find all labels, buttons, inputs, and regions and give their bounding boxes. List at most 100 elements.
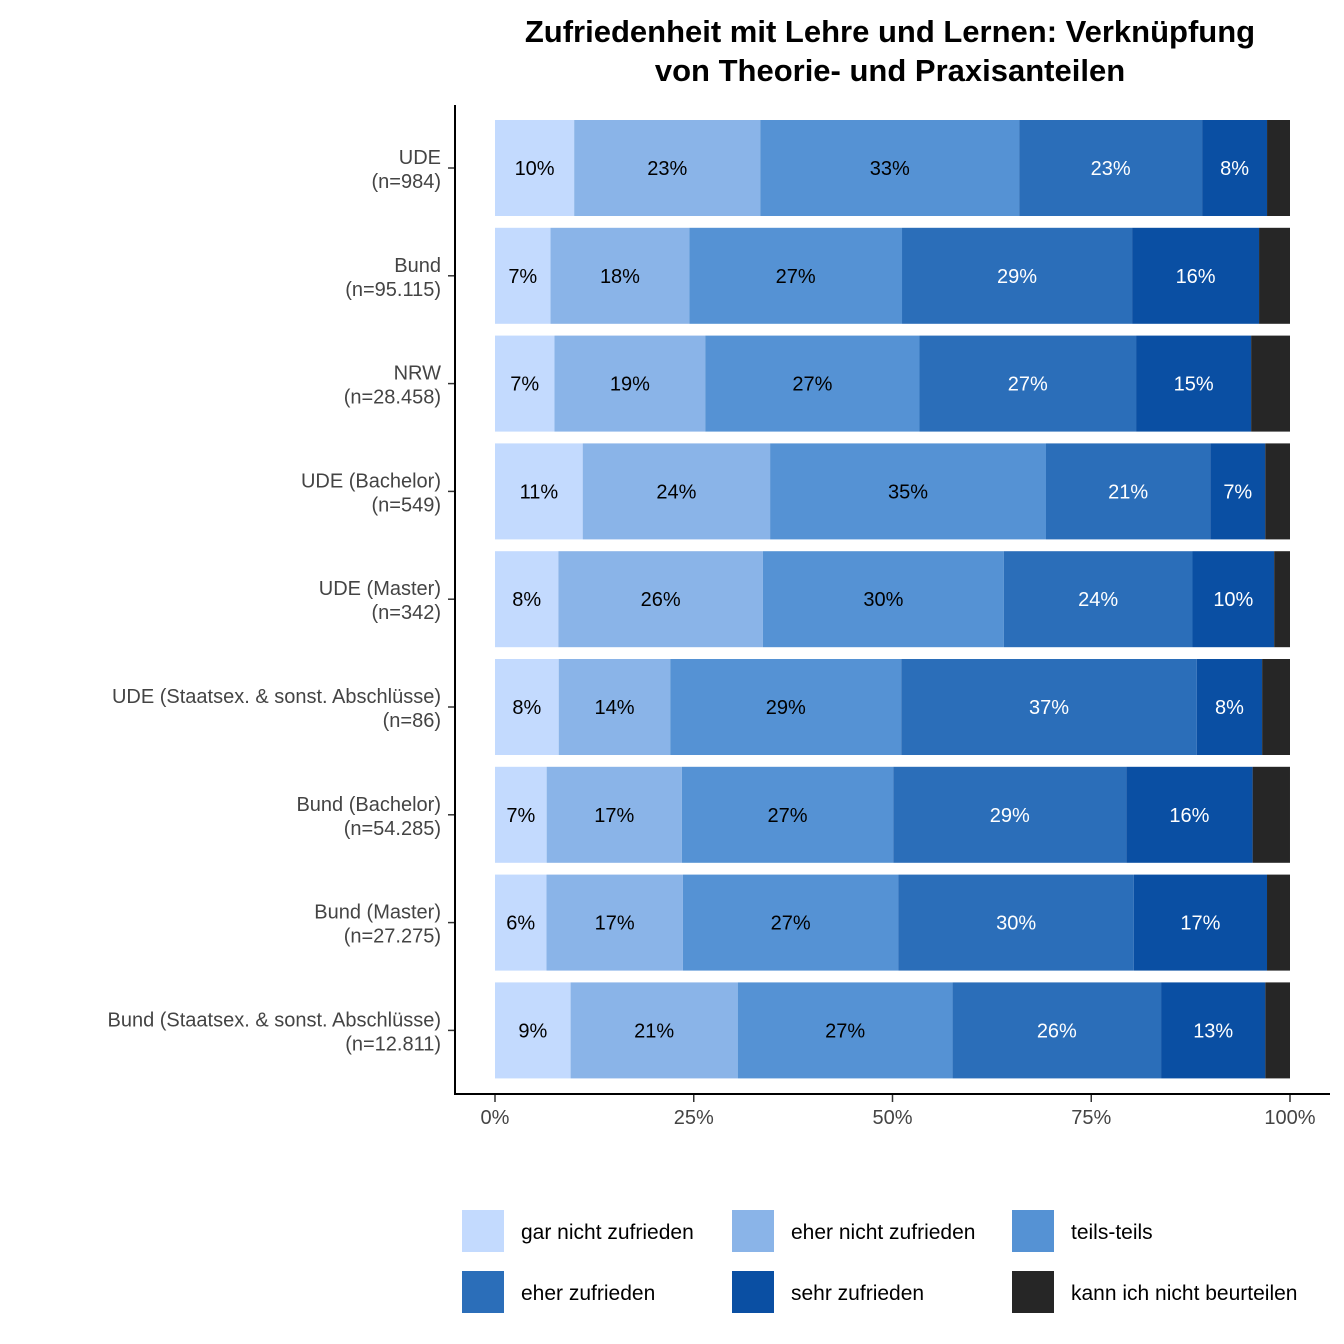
x-tick-label: 75% bbox=[1071, 1107, 1111, 1129]
bar-segment-label: 8% bbox=[1215, 697, 1244, 719]
bar-segment-label: 37% bbox=[1029, 697, 1069, 719]
bar-segment bbox=[1133, 874, 1268, 971]
bar-segment bbox=[901, 659, 1197, 755]
legend-label: gar nicht zufrieden bbox=[521, 1221, 694, 1244]
x-tick-label: 100% bbox=[1264, 1107, 1315, 1129]
x-tick-label: 50% bbox=[872, 1107, 912, 1129]
legend-label: eher zufrieden bbox=[521, 1282, 655, 1305]
bar-segment-label: 27% bbox=[1008, 374, 1048, 396]
bar-segment bbox=[893, 766, 1127, 863]
bar-segment bbox=[1196, 659, 1263, 755]
bar-segment bbox=[495, 335, 555, 432]
bar-segment-label: 10% bbox=[1213, 589, 1253, 611]
bar-segment-label: 23% bbox=[1091, 158, 1131, 180]
bar-segment bbox=[1202, 120, 1268, 216]
bar-segment-label: 33% bbox=[870, 158, 910, 180]
bar-segment bbox=[737, 982, 953, 1079]
legend-label: teils-teils bbox=[1071, 1221, 1153, 1244]
category-label: NRW bbox=[394, 363, 442, 385]
legend-swatch bbox=[1012, 1271, 1054, 1313]
category-count-label: (n=342) bbox=[372, 602, 442, 624]
bar-segment bbox=[1046, 443, 1211, 540]
bar-segment bbox=[495, 120, 575, 216]
bar-segment bbox=[546, 766, 682, 863]
chart-title-line-1: Zufriedenheit mit Lehre und Lernen: Verk… bbox=[525, 14, 1255, 49]
bar-segment bbox=[770, 443, 1046, 540]
category-label: UDE (Staatsex. & sonst. Abschlüsse) bbox=[112, 686, 441, 708]
legend-swatch bbox=[1012, 1210, 1054, 1252]
bar-segment bbox=[1192, 551, 1275, 648]
bar-segment bbox=[705, 335, 920, 432]
legend-swatch bbox=[732, 1210, 774, 1252]
legend: gar nicht zufrieden eher nicht zufrieden t… bbox=[462, 1210, 1297, 1313]
category-labels: UDE(n=984) Bund(n=95.115) NRW(n=28.458) UDE… bbox=[107, 147, 441, 1055]
bar-segment-label: 19% bbox=[610, 374, 650, 396]
bar-segment bbox=[898, 874, 1134, 971]
bar-segment bbox=[558, 659, 671, 755]
bar-segment bbox=[495, 551, 559, 648]
bar-segment-label: 11% bbox=[520, 481, 559, 503]
bar-segment-label: 35% bbox=[888, 481, 928, 503]
category-count-label: (n=549) bbox=[372, 494, 442, 516]
bar-segment-label: 27% bbox=[771, 913, 811, 935]
bar-segment-label: 29% bbox=[990, 805, 1030, 827]
bar-segment bbox=[554, 335, 706, 432]
bar-segment bbox=[1267, 120, 1290, 216]
bar-segment bbox=[1003, 551, 1193, 648]
legend-swatch bbox=[462, 1210, 504, 1252]
bar-segment-label: 27% bbox=[776, 266, 816, 288]
bar-segment bbox=[682, 874, 899, 971]
bar-segment bbox=[1126, 766, 1253, 863]
category-count-label: (n=54.285) bbox=[344, 818, 441, 840]
category-label: UDE (Bachelor) bbox=[301, 470, 441, 492]
bar-segment bbox=[1132, 227, 1260, 324]
category-label: Bund (Master) bbox=[314, 902, 441, 924]
category-count-label: (n=27.275) bbox=[344, 926, 441, 948]
bar-segment-label: 27% bbox=[792, 374, 832, 396]
bar-segment bbox=[1274, 551, 1290, 648]
bar-segment bbox=[582, 443, 771, 540]
bar-segment bbox=[919, 335, 1137, 432]
legend-swatch bbox=[732, 1271, 774, 1313]
bar-segment bbox=[1161, 982, 1266, 1079]
bar-segment-label: 14% bbox=[594, 697, 634, 719]
bar-segment bbox=[689, 227, 903, 324]
bar-segment bbox=[495, 982, 571, 1079]
bar-segment-label: 30% bbox=[996, 913, 1036, 935]
bar-segment bbox=[495, 766, 547, 863]
bar-segment-label: 8% bbox=[1220, 158, 1249, 180]
bar-segment-label: 7% bbox=[510, 374, 539, 396]
bar-segment-label: 9% bbox=[518, 1020, 547, 1042]
bar-segment bbox=[1136, 335, 1252, 432]
bar-segment bbox=[1210, 443, 1266, 540]
bar-segment bbox=[546, 874, 683, 971]
bar-segment-label: 17% bbox=[1180, 913, 1220, 935]
bar-segment-label: 26% bbox=[1037, 1020, 1077, 1042]
bar-segment-label: 21% bbox=[634, 1020, 674, 1042]
bar-segment-label: 29% bbox=[766, 697, 806, 719]
axes bbox=[448, 105, 1330, 1095]
bar-segment bbox=[1259, 227, 1290, 324]
bar-segment bbox=[1252, 766, 1290, 863]
bar-segment-label: 15% bbox=[1174, 374, 1214, 396]
category-count-label: (n=86) bbox=[383, 710, 441, 732]
bar-segment bbox=[495, 874, 547, 971]
bar-segment-label: 18% bbox=[600, 266, 640, 288]
category-count-label: (n=95.115) bbox=[345, 279, 441, 301]
legend-label: sehr zufrieden bbox=[791, 1282, 924, 1305]
bar-segment bbox=[1267, 874, 1290, 971]
bar-segment-label: 7% bbox=[506, 805, 535, 827]
bar-segment-label: 6% bbox=[506, 913, 535, 935]
bar-segment bbox=[681, 766, 894, 863]
bar-segment-label: 23% bbox=[647, 158, 687, 180]
bar-segment bbox=[1251, 335, 1290, 432]
bar-segment-label: 29% bbox=[997, 266, 1037, 288]
bar-segment-label: 7% bbox=[508, 266, 537, 288]
bar-segment-label: 24% bbox=[1078, 589, 1118, 611]
x-tick-label: 25% bbox=[674, 1107, 714, 1129]
category-label: Bund (Staatsex. & sonst. Abschlüsse) bbox=[107, 1009, 441, 1031]
legend-label: kann ich nicht beurteilen bbox=[1071, 1282, 1297, 1305]
bar-segment-label: 16% bbox=[1176, 266, 1216, 288]
bar-segment-label: 7% bbox=[1223, 481, 1252, 503]
